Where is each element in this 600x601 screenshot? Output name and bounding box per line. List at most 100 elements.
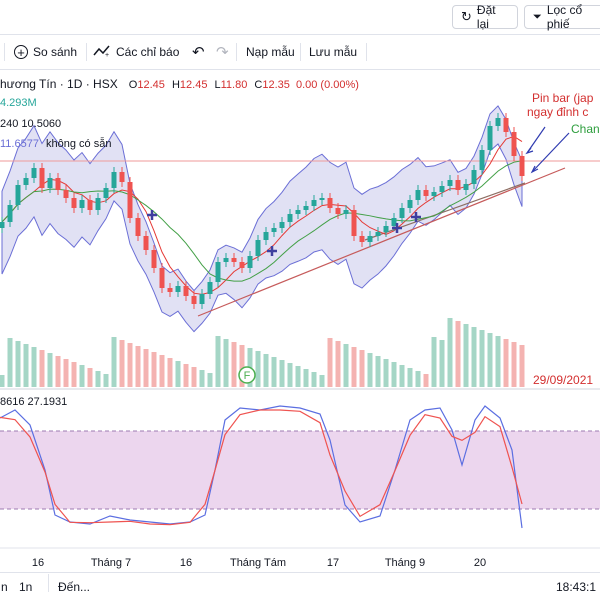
candle-body (383, 226, 389, 232)
volume-bar (391, 362, 397, 387)
f-badge-label: F (244, 370, 251, 382)
reset-icon: ↻ (461, 9, 472, 24)
volume-bar (215, 336, 221, 387)
volume-bar (143, 349, 149, 387)
candle-body (255, 240, 261, 256)
volume-bar (167, 358, 173, 387)
candle-body (247, 256, 253, 268)
range-button[interactable]: n (1, 580, 8, 594)
chart-canvas[interactable]: 16 Tháng 7 16 Tháng Tám 17 Tháng 9 20 Pi… (0, 70, 600, 572)
volume-bar (399, 365, 405, 387)
candle-body (103, 188, 109, 198)
candle-body (31, 168, 37, 178)
volume-bar (423, 374, 429, 387)
svg-text:+: + (105, 52, 109, 58)
range-button-1n[interactable]: 1n (19, 580, 33, 594)
stochastic-values: 8616 27.1931 (0, 396, 68, 408)
redo-button[interactable]: ↷ (216, 35, 229, 69)
volume-bar (71, 362, 77, 387)
candle-body (55, 178, 61, 190)
candle-body (407, 200, 413, 208)
candle-body (447, 180, 453, 186)
volume-bar (231, 342, 237, 387)
indicators-button[interactable]: + Các chỉ báo (93, 35, 179, 69)
candle-body (487, 126, 493, 150)
volume-bar (415, 371, 421, 387)
candle-body (327, 198, 333, 208)
stock-filter-button[interactable]: ⏷ Lọc cổ phiế (524, 3, 600, 31)
volume-histogram (0, 318, 525, 387)
load-template-label: Nạp mẫu (246, 45, 295, 59)
volume-bar (263, 354, 269, 387)
high-label: H (171, 79, 180, 91)
volume-bar (351, 347, 357, 387)
volume-bar (199, 370, 205, 387)
candle-body (423, 190, 429, 196)
indicators-icon: + (93, 44, 111, 61)
candle-body (375, 232, 381, 236)
candle-body (303, 206, 309, 210)
candle-body (0, 222, 5, 228)
volume-bar (127, 343, 133, 387)
time-axis-label: 20 (474, 557, 486, 569)
volume-bar (47, 353, 53, 387)
open-label: O (128, 79, 138, 91)
volume-bar (479, 330, 485, 387)
candle-body (23, 178, 29, 185)
volume-bar (503, 339, 509, 387)
cross-marker (267, 246, 277, 256)
volume-bar (239, 345, 245, 387)
candle-body (239, 262, 245, 268)
candle-body (479, 150, 485, 170)
compare-label: So sánh (33, 45, 78, 59)
candle-body (191, 296, 197, 304)
candle-body (367, 236, 373, 242)
legend-main-row: hương Tín · 1D · HSX O12.45 H12.45 L11.8… (0, 77, 359, 91)
undo-button[interactable]: ↶ (192, 35, 205, 69)
chart-toolbar: + So sánh + Các chỉ báo ↶ ↷ Nạp mẫu Lưu … (0, 35, 600, 70)
bottom-divider (48, 574, 49, 592)
stochastic-k-line (0, 405, 523, 529)
stock-filter-label: Lọc cổ phiế (546, 3, 583, 31)
volume-bar (463, 324, 469, 387)
undo-icon: ↶ (192, 44, 205, 61)
candle-body (207, 282, 213, 294)
volume-bar (151, 352, 157, 387)
date-badge: 29/09/2021 (533, 373, 593, 387)
candle-body (15, 185, 21, 205)
candle-body (503, 118, 509, 132)
financial-event-marker[interactable]: F (238, 366, 256, 384)
candle-body (463, 184, 469, 190)
candle-body (471, 170, 477, 184)
compare-button[interactable]: + So sánh (14, 35, 77, 69)
indicators-label: Các chỉ báo (116, 45, 180, 59)
bb-values: 11.6577 (0, 138, 39, 150)
toolbar-divider (86, 43, 87, 61)
reset-button[interactable]: ↻ Đặt lại (452, 3, 518, 31)
time-axis-label: 17 (327, 557, 339, 569)
toolbar-divider (236, 43, 237, 61)
load-template-button[interactable]: Nạp mẫu (246, 35, 295, 69)
candle-body (415, 190, 421, 200)
volume-bar (55, 356, 61, 387)
volume-bar (303, 369, 309, 387)
arrow-head (525, 147, 534, 155)
redo-icon: ↷ (216, 44, 229, 61)
candle-body (335, 208, 341, 214)
symbol-title[interactable]: hương Tín · 1D · HSX (0, 77, 118, 91)
candle-body (47, 178, 53, 188)
candle-body (431, 192, 437, 196)
time-axis-label: Tháng 7 (91, 557, 131, 569)
volume-bar (495, 336, 501, 387)
volume-bar (79, 365, 85, 387)
candle-body (495, 118, 501, 126)
volume-bar (295, 366, 301, 387)
change-value: 0.00 (0.00%) (295, 79, 359, 91)
volume-bar (287, 363, 293, 387)
goto-date-button[interactable]: Đến... (58, 580, 91, 594)
open-value: 12.45 (137, 79, 165, 91)
candle-body (295, 210, 301, 214)
candle-body (143, 236, 149, 250)
candle-body (159, 268, 165, 288)
save-template-button[interactable]: Lưu mẫu (309, 35, 357, 69)
